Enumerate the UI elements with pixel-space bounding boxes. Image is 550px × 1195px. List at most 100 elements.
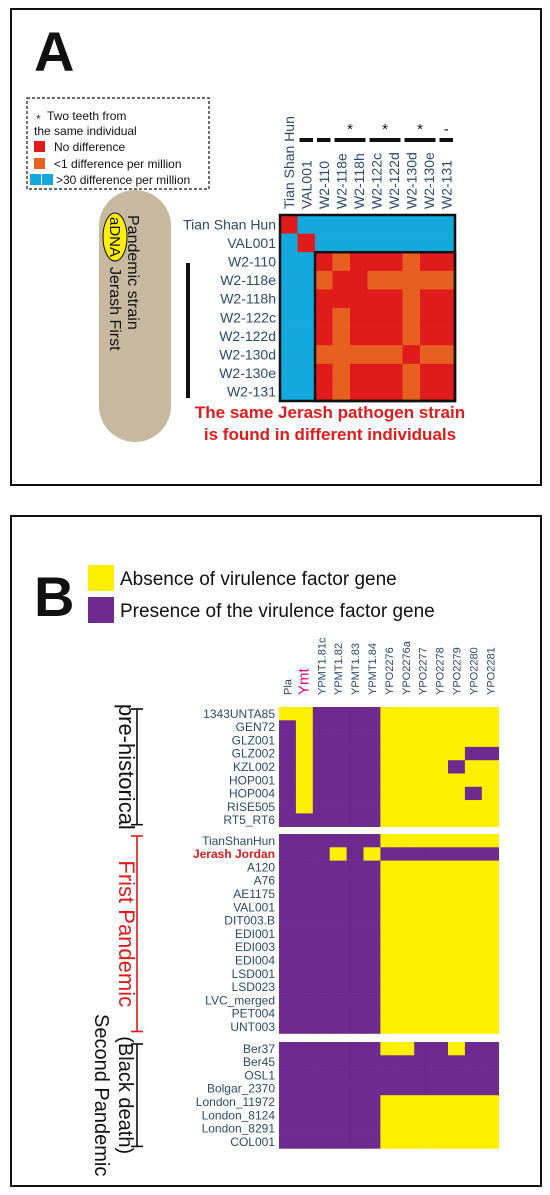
matrix-cell (385, 215, 403, 234)
heatmap-cell (279, 900, 297, 915)
strain-row-label: LSD023 (232, 980, 276, 994)
heatmap-cell (431, 707, 449, 721)
row-label: VAL001 (227, 235, 276, 251)
matrix-cell (350, 215, 368, 234)
caption-line-1: The same Jerash pathogen strain (195, 403, 465, 422)
heatmap-cell (329, 1121, 347, 1136)
heatmap-cell (279, 720, 297, 734)
heatmap-cell (295, 1068, 314, 1083)
matrix-cell (367, 363, 386, 383)
heatmap-cell (464, 707, 483, 721)
heatmap-cell (431, 760, 449, 774)
heatmap-cell (295, 834, 314, 848)
matrix-cell (367, 308, 386, 327)
heatmap-cell (464, 1121, 483, 1136)
matrix-cell (385, 363, 403, 383)
strain-row-label: KZL002 (233, 760, 275, 774)
adna-label: aDNA (106, 217, 123, 257)
heatmap-cell (312, 1006, 330, 1021)
matrix-cell (367, 382, 386, 402)
group-label: pre-historical (114, 704, 139, 830)
heatmap-cell (481, 1006, 499, 1021)
heatmap-cell (448, 707, 466, 721)
heatmap-cell (448, 813, 466, 827)
heatmap-cell (397, 900, 415, 915)
heatmap-cell (397, 773, 415, 788)
matrix-cell (367, 289, 386, 309)
legend-absent: Absence of virulence factor gene (120, 569, 397, 590)
matrix-cell (420, 345, 438, 365)
heatmap-cell (295, 1121, 314, 1136)
matrix-cell (437, 252, 456, 272)
matrix-cell (402, 326, 421, 346)
heatmap-cell (346, 1135, 364, 1149)
gene-column-label: YPO2281 (485, 647, 497, 695)
heatmap-cell (279, 733, 297, 748)
heatmap-cell (414, 940, 432, 954)
heatmap-cell (464, 993, 483, 1008)
heatmap-cell (380, 1020, 398, 1034)
heatmap-cell (397, 746, 415, 761)
strain-row-label: GLZ002 (232, 747, 276, 761)
heatmap-cell (464, 940, 483, 954)
heatmap-cell (397, 967, 415, 981)
heatmap-cell (295, 733, 314, 748)
gene-column-labels: Pla Ymt YPMT1.81c YPMT1.82 YPMT1.83 YPMT1.84 Y… (282, 637, 497, 695)
strain-row-label: Bolgar_2370 (207, 1082, 275, 1096)
matrix-cell (280, 382, 298, 402)
heatmap-cell (397, 927, 415, 941)
heatmap-cell (346, 927, 364, 941)
heatmap-cell (380, 760, 398, 774)
heatmap-cell (380, 1108, 398, 1123)
heatmap-cell (312, 786, 330, 801)
legend-star-text-2: the same individual (34, 124, 137, 138)
matrix-cell (297, 363, 316, 383)
heatmap-cell (397, 1135, 415, 1149)
heatmap-cell (363, 1006, 381, 1021)
heatmap-cell (279, 1095, 297, 1109)
heatmap-cell (397, 940, 415, 954)
heatmap-cell (414, 834, 432, 848)
heatmap-cell (346, 834, 364, 848)
heatmap-cell (481, 873, 499, 888)
heatmap-cell (464, 786, 483, 801)
column-label: Tian Shan Hun (281, 116, 297, 209)
heatmap-cell (346, 847, 364, 861)
heatmap-cell (329, 1081, 347, 1096)
heatmap-cell (481, 834, 499, 848)
heatmap-cell (279, 1108, 297, 1123)
gene-column-label: Ymt (295, 668, 312, 696)
heatmap-cell (464, 860, 483, 875)
heatmap-cell (464, 800, 483, 814)
heatmap-cell (312, 1081, 330, 1096)
heatmap-cell (448, 746, 466, 761)
similarity-matrix (278, 213, 457, 403)
heatmap-cell (329, 1068, 347, 1083)
matrix-cell (420, 326, 438, 346)
heatmap-cell (363, 800, 381, 814)
heatmap-cell (295, 1020, 314, 1034)
pair-bar (299, 138, 313, 142)
matrix-cell (297, 233, 316, 253)
matrix-cell (350, 289, 368, 309)
heatmap-cell (329, 1055, 347, 1069)
heatmap-cell (329, 786, 347, 801)
heatmap-cell (448, 847, 466, 861)
heatmap-cell (346, 993, 364, 1008)
heatmap-cell (380, 1006, 398, 1021)
heatmap-cell (279, 860, 297, 875)
matrix-cell (297, 252, 316, 272)
heatmap-cell (414, 786, 432, 801)
heatmap-cell (329, 887, 347, 901)
matrix-cell (420, 233, 438, 253)
heatmap-cell (448, 927, 466, 941)
heatmap-cell (431, 1121, 449, 1136)
heatmap-cell (363, 847, 381, 861)
heatmap-cell (448, 1095, 466, 1109)
heatmap-cell (414, 860, 432, 875)
heatmap-cell (380, 980, 398, 994)
heatmap-cell (431, 1020, 449, 1034)
pair-star: * (417, 121, 423, 138)
matrix-cell (280, 345, 298, 365)
heatmap-cell (481, 993, 499, 1008)
